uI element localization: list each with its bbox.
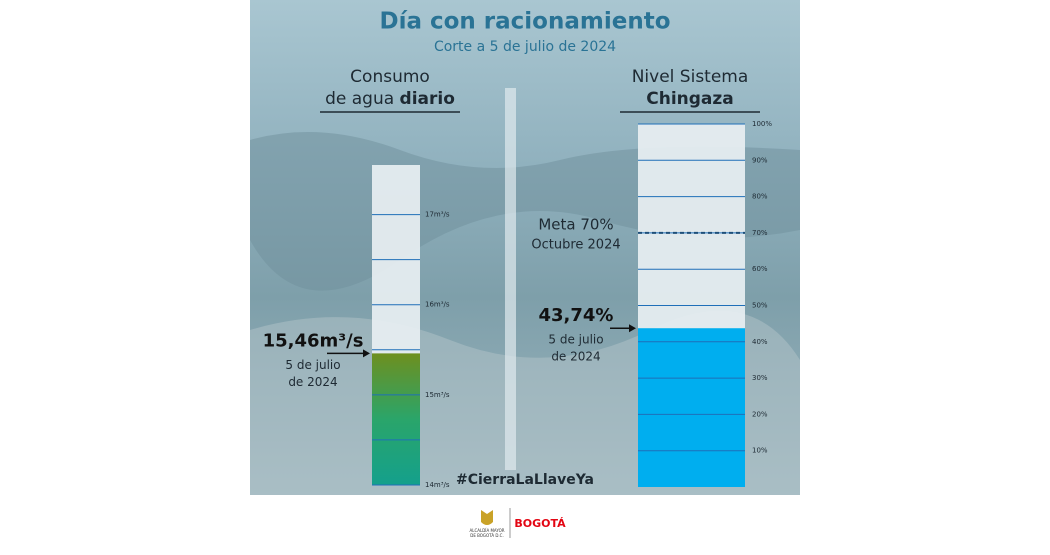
date-label: de 2024 <box>288 375 337 389</box>
date-label: 5 de julio <box>285 358 340 372</box>
title: Día con racionamiento <box>379 9 670 35</box>
logo-city-hall: ALCALDÍA MAYOR DE BOGOTÁ D.C. <box>469 510 505 538</box>
target-label: Octubre 2024 <box>531 237 620 252</box>
divider <box>505 88 516 470</box>
hashtag: #CierraLaLlaveYa <box>456 472 594 488</box>
y-tick-label: 14m³/s <box>425 481 450 489</box>
city-hall-text: ALCALDÍA MAYOR <box>469 528 504 533</box>
date-label: 5 de julio <box>548 333 603 347</box>
subtitle: Corte a 5 de julio de 2024 <box>434 39 616 55</box>
panel-title-part: de agua <box>325 89 399 109</box>
y-tick-label: 100% <box>752 120 772 128</box>
panel-title-bold: Chingaza <box>646 89 734 109</box>
y-tick-label: 60% <box>752 265 768 273</box>
y-tick-label: 90% <box>752 156 768 164</box>
panel-title-part: Consumo <box>350 67 430 87</box>
gauge-fill <box>638 328 745 487</box>
y-tick-label: 10% <box>752 447 768 455</box>
y-tick-label: 40% <box>752 338 768 346</box>
value-label: 43,74% <box>539 305 614 326</box>
y-tick-label: 17m³/s <box>425 211 450 219</box>
y-tick-label: 16m³/s <box>425 301 450 309</box>
value-label: 15,46m³/s <box>263 330 364 351</box>
shield <box>481 510 493 525</box>
arrow-head <box>629 324 636 333</box>
panel-title-part: Nivel Sistema <box>632 67 749 87</box>
arrow-head <box>363 349 370 358</box>
panel-title-bold: diario <box>400 89 455 109</box>
y-tick-label: 80% <box>752 193 768 201</box>
panel-title: Consumo <box>350 67 430 87</box>
gauge-fill <box>372 353 420 485</box>
panel-title: Nivel Sistema Chingaza <box>632 67 749 109</box>
y-tick-label: 20% <box>752 410 768 418</box>
y-tick-label: 15m³/s <box>425 391 450 399</box>
panel-title: de agua diario <box>325 89 455 109</box>
city-hall-text: DE BOGOTÁ D.C. <box>470 533 504 538</box>
y-tick-label: 30% <box>752 374 768 382</box>
y-tick-label: 70% <box>752 229 768 237</box>
brand: BOGOTÁ <box>514 517 566 530</box>
y-tick-label: 50% <box>752 302 768 310</box>
target-label: Meta 70% <box>538 215 613 233</box>
date-label: de 2024 <box>551 350 600 364</box>
